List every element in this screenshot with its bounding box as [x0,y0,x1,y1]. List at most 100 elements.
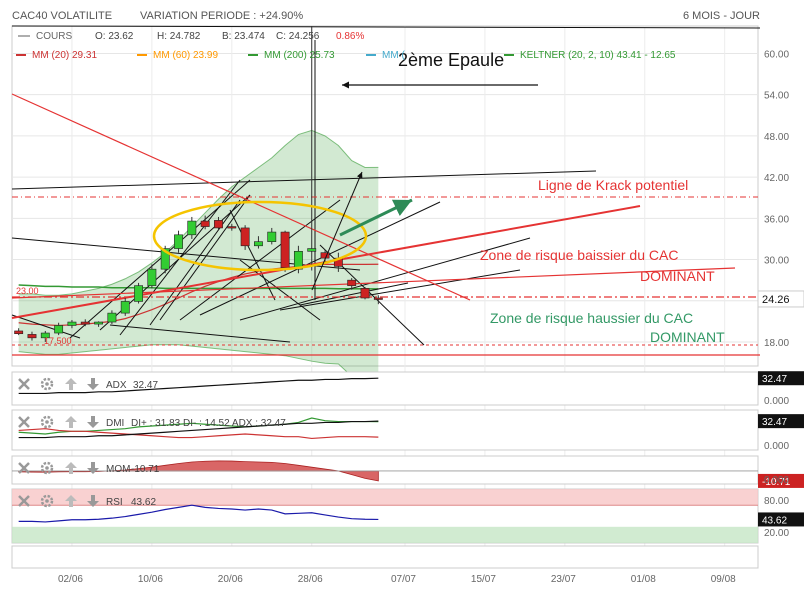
annotation-baissier-1: Zone de risque baissier du CAC [480,247,678,263]
legend-keltner: KELTNER (20, 2, 10) 43.41 - 12.65 [520,50,676,61]
last-price-label: 24.26 [762,294,790,306]
candle-body [67,321,77,326]
candle-body [27,334,37,339]
rsi-oversold-zone [12,526,758,543]
y-tick-label: 48.00 [764,132,789,143]
quote-low: B: 23.474 [222,31,265,42]
candle-body [200,220,210,227]
series-line-rsi-rsi [18,504,379,523]
candle-body [280,231,290,269]
rsi-tick-80: 80.00 [764,496,789,507]
candle-body [94,321,104,325]
chart-title: CAC40 VOLATILITE [12,10,113,22]
candle-body [107,312,117,323]
y-tick-label: 60.00 [764,49,789,60]
panel-legend-dmi: DI+ : 31.83 DI- : 14.52 ADX : 32.47 [131,418,286,429]
quote-close: C: 24.256 [276,31,320,42]
candle-body [14,330,24,335]
panel-label-adx: ADX [106,380,127,391]
close-icon[interactable] [18,495,30,507]
quote-high: H: 24.782 [157,31,201,42]
gear-icon[interactable] [40,415,54,429]
x-tick-label: 20/06 [218,574,243,585]
mm200-line [18,284,379,290]
candle-body [80,321,90,325]
panel-controls-adx [18,377,99,391]
candle-body [160,248,170,270]
panel-zero-label-mom: 0.000 [764,475,789,486]
arrow-green [339,198,413,237]
candle-body [347,279,357,286]
candle-body [293,250,303,270]
panel-value-label-mom: -10.71 [762,477,791,488]
candle-body [240,227,250,247]
main-panel-frame [11,25,759,367]
arrow-up-icon[interactable] [65,495,77,507]
trend-line-black [109,324,291,343]
panel-legend-rsi: 43.62 [131,497,156,508]
panel-value-box-rsi [758,512,804,527]
close-icon[interactable] [18,462,30,474]
series-line-dmi-adx [18,420,379,439]
annotation-krack: Ligne de Krack potentiel [538,177,688,193]
bottom-panel-frame [11,545,759,569]
y-tick-label: 54.00 [764,91,789,102]
arrow-down-icon[interactable] [87,462,99,474]
quote-open: O: 23.62 [95,31,134,42]
y-tick-label: 36.00 [764,214,789,225]
arrow-up-icon[interactable] [65,378,77,390]
close-icon[interactable] [18,378,30,390]
panel-value-label-dmi: 32.47 [762,417,787,428]
left-value-label: 23.00 [16,286,39,296]
arrow-down-icon[interactable] [87,378,99,390]
gear-icon[interactable] [40,377,54,391]
x-tick-label: 10/06 [138,574,163,585]
annotation-haussier-1: Zone de risque haussier du CAC [490,310,693,326]
panel-legend-mom: -10.71 [131,464,160,475]
arrow-up-icon[interactable] [65,416,77,428]
panel-controls-dmi [18,415,99,429]
candle-body [147,268,157,286]
candle-body [214,220,223,229]
trend-line-black [11,314,81,339]
arrow-down-icon[interactable] [87,416,99,428]
arrow-down-icon[interactable] [87,495,99,507]
candle-body [373,297,383,300]
legend-mm60: MM (60) 23.99 [153,50,218,61]
series-line-adx-adx [18,377,379,395]
trend-line-black [199,201,441,316]
keltner-lower-line [18,344,379,380]
panel-frame-dmi [11,409,759,451]
x-tick-label: 15/07 [471,574,496,585]
series-line-dmi-di [18,428,379,440]
quote-change: 0.86% [336,31,364,42]
period-label[interactable]: 6 MOIS - JOUR [682,10,760,22]
annotation-epaule: 2ème Epaule [398,50,504,70]
arrow-up-icon[interactable] [65,462,77,474]
y-tick-label: 30.00 [764,256,789,267]
arrow-up-black [311,171,363,291]
x-tick-label: 07/07 [391,574,416,585]
x-tick-label: 01/08 [631,574,656,585]
candle-body [120,301,130,314]
panel-frame-adx [11,371,759,406]
gear-icon[interactable] [40,494,54,508]
trend-line-black [229,209,276,301]
panel-controls-mom [18,461,99,475]
left-value-label-2: 17.500 [44,336,72,346]
panel-label-rsi: RSI [106,497,123,508]
panel-value-label-rsi: 43.62 [762,515,787,526]
panel-controls-rsi [18,494,99,508]
candle-body [227,226,237,229]
close-icon[interactable] [18,416,30,428]
rsi-overbought-zone [12,489,758,506]
last-price-box [757,290,804,308]
panel-value-box-dmi [758,414,804,429]
x-tick-label: 02/06 [58,574,83,585]
gear-icon[interactable] [40,461,54,475]
trend-line-black [159,194,251,321]
candle-body [187,220,197,236]
trend-line-black [299,282,409,306]
x-tick-label: 28/06 [298,574,323,585]
